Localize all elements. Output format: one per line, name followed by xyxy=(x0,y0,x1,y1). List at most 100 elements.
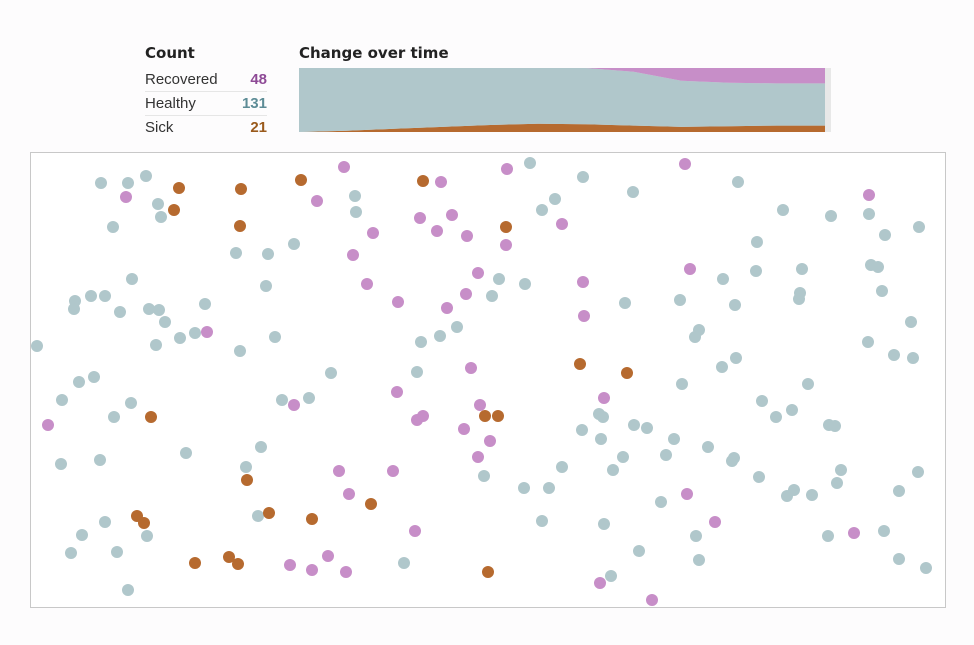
healthy-dot xyxy=(576,424,588,436)
healthy-dot xyxy=(888,349,900,361)
healthy-dot xyxy=(878,525,890,537)
recovered-dot xyxy=(472,451,484,463)
healthy-count: 131 xyxy=(241,95,267,112)
healthy-dot xyxy=(255,441,267,453)
healthy-dot xyxy=(415,336,427,348)
healthy-dot xyxy=(99,290,111,302)
sick-dot xyxy=(365,498,377,510)
healthy-dot xyxy=(641,422,653,434)
healthy-dot xyxy=(325,367,337,379)
healthy-dot xyxy=(524,157,536,169)
healthy-dot xyxy=(269,331,281,343)
recovered-dot xyxy=(577,276,589,288)
recovered-dot xyxy=(367,227,379,239)
recovered-dot xyxy=(306,564,318,576)
sick-dot xyxy=(295,174,307,186)
recovered-dot xyxy=(501,163,513,175)
area-series-healthy xyxy=(299,68,825,132)
recovered-dot xyxy=(347,249,359,261)
sick-dot xyxy=(235,183,247,195)
healthy-dot xyxy=(577,171,589,183)
recovered-dot xyxy=(458,423,470,435)
recovered-dot xyxy=(646,594,658,606)
healthy-dot xyxy=(556,461,568,473)
healthy-dot xyxy=(862,336,874,348)
healthy-dot xyxy=(730,352,742,364)
healthy-dot xyxy=(717,273,729,285)
recovered-dot xyxy=(598,392,610,404)
healthy-dot xyxy=(605,570,617,582)
healthy-dot xyxy=(633,545,645,557)
healthy-dot xyxy=(802,378,814,390)
healthy-dot xyxy=(628,419,640,431)
recovered-dot xyxy=(709,516,721,528)
healthy-dot xyxy=(411,366,423,378)
count-title: Count xyxy=(145,44,195,62)
healthy-dot xyxy=(153,304,165,316)
healthy-dot xyxy=(88,371,100,383)
healthy-dot xyxy=(76,529,88,541)
recovered-dot xyxy=(435,176,447,188)
healthy-dot xyxy=(549,193,561,205)
healthy-dot xyxy=(726,455,738,467)
healthy-dot xyxy=(536,204,548,216)
healthy-label: Healthy xyxy=(145,95,196,112)
recovered-dot xyxy=(472,267,484,279)
healthy-dot xyxy=(114,306,126,318)
healthy-dot xyxy=(276,394,288,406)
recovered-dot xyxy=(387,465,399,477)
healthy-dot xyxy=(617,451,629,463)
recovered-dot xyxy=(594,577,606,589)
healthy-dot xyxy=(486,290,498,302)
healthy-dot xyxy=(756,395,768,407)
healthy-dot xyxy=(519,278,531,290)
recovered-dot xyxy=(461,230,473,242)
healthy-dot xyxy=(543,482,555,494)
healthy-dot xyxy=(111,546,123,558)
healthy-dot xyxy=(835,464,847,476)
healthy-dot xyxy=(912,466,924,478)
healthy-dot xyxy=(518,482,530,494)
healthy-dot xyxy=(676,378,688,390)
sick-dot xyxy=(306,513,318,525)
healthy-dot xyxy=(876,285,888,297)
healthy-dot xyxy=(155,211,167,223)
healthy-dot xyxy=(831,477,843,489)
recovered-count: 48 xyxy=(250,71,267,88)
healthy-dot xyxy=(262,248,274,260)
sick-dot xyxy=(223,551,235,563)
count-panel: Count Recovered 48 Healthy 131 Sick 21 xyxy=(145,42,267,139)
healthy-dot xyxy=(159,316,171,328)
healthy-dot xyxy=(288,238,300,250)
healthy-dot xyxy=(434,330,446,342)
healthy-dot xyxy=(143,303,155,315)
healthy-dot xyxy=(913,221,925,233)
healthy-dot xyxy=(94,454,106,466)
healthy-dot xyxy=(303,392,315,404)
change-over-time-chart xyxy=(299,68,831,132)
healthy-dot xyxy=(189,327,201,339)
healthy-dot xyxy=(55,458,67,470)
healthy-dot xyxy=(141,530,153,542)
healthy-dot xyxy=(751,236,763,248)
healthy-dot xyxy=(260,280,272,292)
healthy-dot xyxy=(56,394,68,406)
sick-dot xyxy=(574,358,586,370)
healthy-dot xyxy=(122,177,134,189)
healthy-dot xyxy=(140,170,152,182)
healthy-dot xyxy=(125,397,137,409)
healthy-dot xyxy=(478,470,490,482)
healthy-dot xyxy=(729,299,741,311)
count-row-sick: Sick 21 xyxy=(145,116,267,139)
recovered-dot xyxy=(681,488,693,500)
change-over-time-panel: Change over time xyxy=(299,42,831,132)
healthy-dot xyxy=(31,340,43,352)
healthy-dot xyxy=(907,352,919,364)
healthy-dot xyxy=(108,411,120,423)
recovered-dot xyxy=(120,191,132,203)
healthy-dot xyxy=(702,441,714,453)
healthy-dot xyxy=(863,208,875,220)
healthy-dot xyxy=(770,411,782,423)
sick-dot xyxy=(189,557,201,569)
healthy-dot xyxy=(99,516,111,528)
